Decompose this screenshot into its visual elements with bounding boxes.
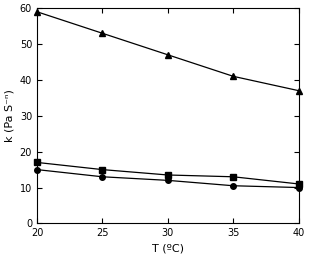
Y-axis label: k (Pa S⁻ⁿ): k (Pa S⁻ⁿ): [4, 89, 14, 142]
X-axis label: T (ºC): T (ºC): [152, 244, 184, 254]
